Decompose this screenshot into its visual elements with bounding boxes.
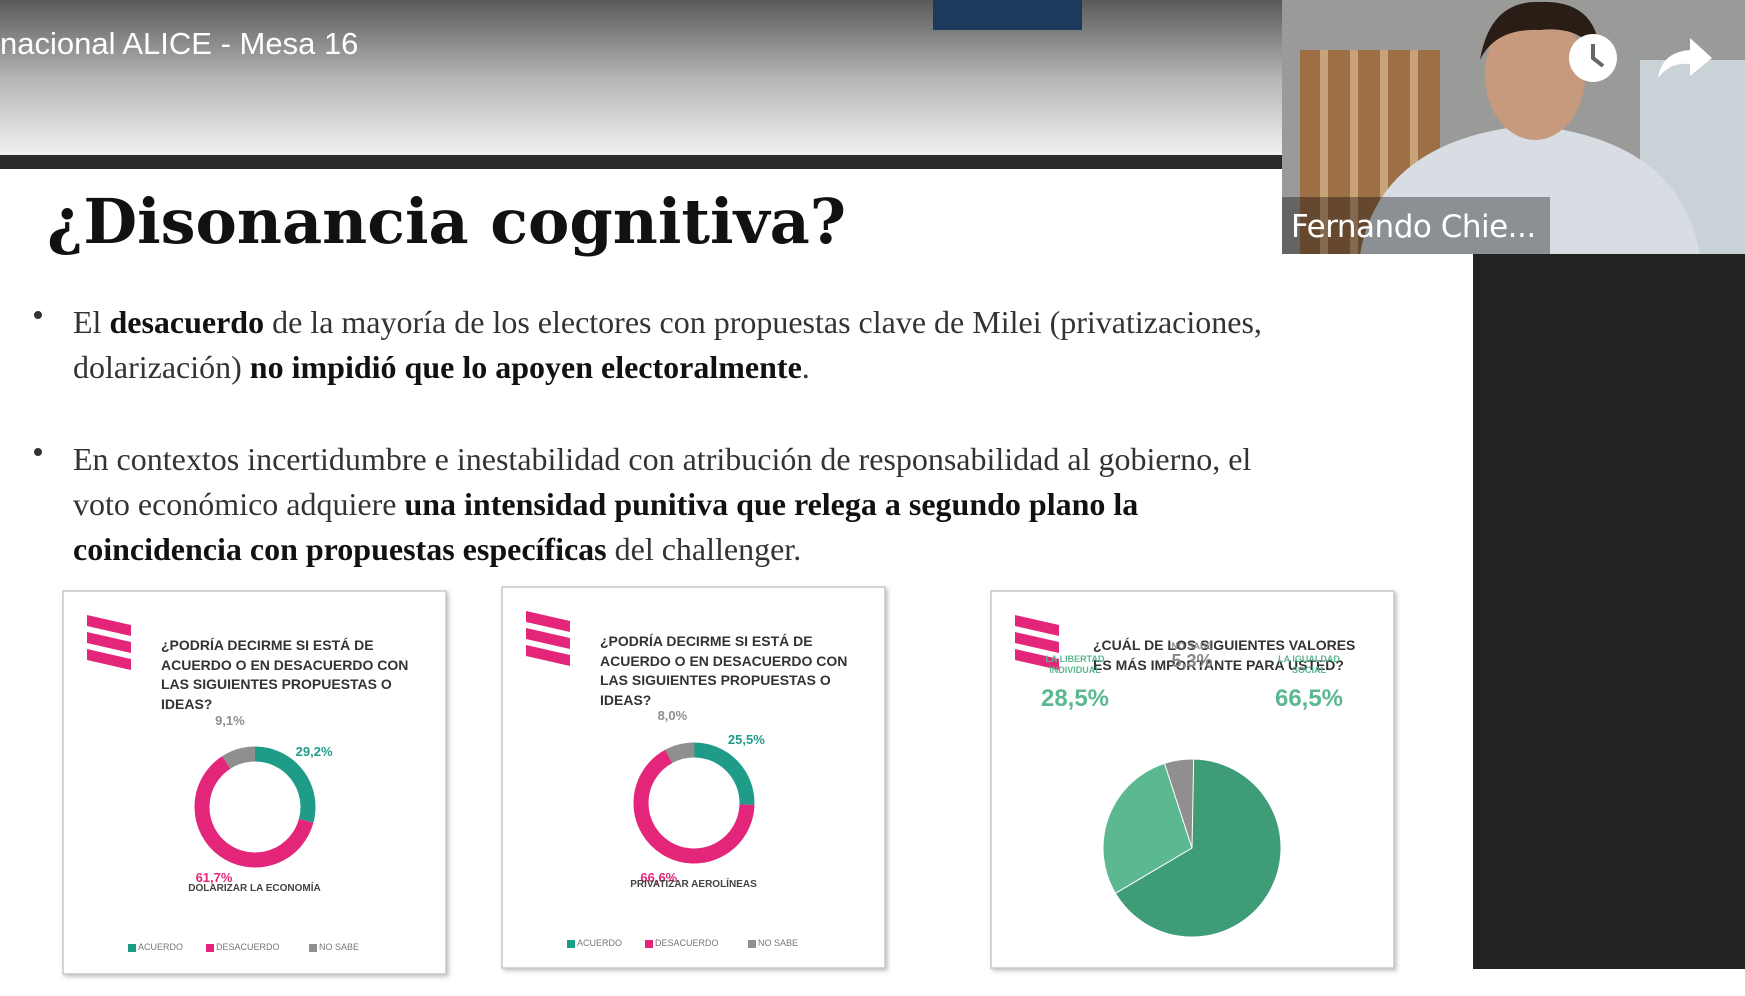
bullet-dot [34, 448, 42, 456]
donut-segment [665, 742, 695, 764]
logo-stripe [1015, 632, 1059, 653]
value-label: 61,7% [195, 869, 233, 885]
logo-stripe [87, 615, 131, 636]
legend-swatch [645, 940, 653, 948]
value-label: 29,2% [295, 743, 333, 759]
text: del challenger. [606, 531, 802, 567]
legend-swatch [309, 944, 317, 952]
slide-title: ¿Disonancia cognitiva? [47, 185, 847, 258]
hair [1480, 1, 1600, 60]
question: ¿PODRÍA DECIRME SI ESTÁ DE ACUERDO O EN … [600, 633, 848, 708]
bullet-dot [34, 311, 42, 319]
pie-slice [1163, 758, 1195, 849]
text: de la mayoría de los electores con propu… [73, 304, 1262, 385]
pie-slice [1114, 758, 1282, 938]
value-label: 66,5% [1274, 685, 1344, 712]
name-bg [1282, 197, 1550, 254]
donut-segment [254, 746, 316, 823]
donut-segment [633, 749, 755, 864]
text: En contextos incertidumbre e inestabilid… [73, 441, 1252, 522]
legend-label: NO SABE [758, 938, 799, 948]
donut-segment [194, 756, 314, 868]
logo-stripe [1015, 649, 1059, 670]
bold-text: desacuerdo [109, 304, 265, 340]
clock-hands [1591, 44, 1605, 68]
value-label: 28,5% [1040, 685, 1110, 712]
value-label: 9,1% [215, 712, 245, 728]
legend-swatch [206, 944, 214, 952]
blind-slat [1350, 50, 1358, 254]
legend-label: NO SABE [319, 942, 360, 952]
top-bar [0, 0, 1282, 157]
question: ¿PODRÍA DECIRME SI ESTÁ DE ACUERDO O EN … [161, 637, 409, 712]
logo-stripe [1015, 615, 1059, 636]
pie-slice [1102, 762, 1193, 894]
category-label: LA IGUALDAD SOCIAL [1278, 654, 1340, 675]
logo-stripe [87, 632, 131, 653]
window-title: nacional ALICE - Mesa 16 [0, 26, 359, 61]
bullet: El desacuerdo de la mayoría de los elect… [73, 300, 1288, 390]
legend-label: ACUERDO [577, 938, 623, 948]
legend-swatch [567, 940, 575, 948]
value-label: 8,0% [657, 707, 688, 723]
top-tab [933, 0, 1082, 30]
donut-segment [693, 742, 755, 805]
category-label: LA LIBERTAD INDIVIDUAL [1045, 654, 1105, 675]
video-tile [1282, 0, 1745, 254]
logo-stripe [526, 611, 570, 632]
legend-swatch [128, 944, 136, 952]
bold-text: una intensidad punitiva que relega a seg… [73, 486, 1139, 567]
category-label: NO SABE [1171, 641, 1213, 651]
value-label: 5,3% [1171, 651, 1213, 671]
blind-slat [1410, 50, 1418, 254]
side-panel [1473, 254, 1745, 969]
legend-label: DESACUERDO [655, 938, 719, 948]
legend-label: DESACUERDO [216, 942, 280, 952]
legend-label: ACUERDO [138, 942, 184, 952]
chart-caption: DOLARIZAR LA ECONOMÍA [188, 883, 321, 894]
logo-stripe [526, 645, 570, 666]
logo-stripe [526, 628, 570, 649]
bold-text: no impidió que lo apoyen electoralmente [249, 349, 802, 385]
value-label: 66,6% [640, 869, 678, 885]
blind-slat [1320, 50, 1328, 254]
chart-card [62, 590, 447, 975]
bullet: En contextos incertidumbre e inestabilid… [73, 437, 1288, 572]
logo-stripe [87, 649, 131, 670]
value-label: 25,5% [727, 732, 765, 748]
participant-name: Fernando Chie... [1291, 209, 1536, 245]
shirt [1360, 125, 1700, 254]
chart-card [501, 586, 886, 969]
legend-swatch [748, 940, 756, 948]
head [1485, 10, 1585, 140]
question: ¿CUÁL DE LOS SIGUIENTES VALORES ES MÁS I… [1093, 637, 1356, 673]
text: El [73, 304, 110, 340]
blind-slat [1380, 50, 1388, 254]
chart-caption: PRIVATIZAR AEROLÍNEAS [630, 879, 757, 890]
dark-band [0, 155, 1282, 169]
text: . [801, 349, 810, 385]
share-icon[interactable] [1658, 38, 1712, 78]
donut-segment [222, 746, 256, 769]
